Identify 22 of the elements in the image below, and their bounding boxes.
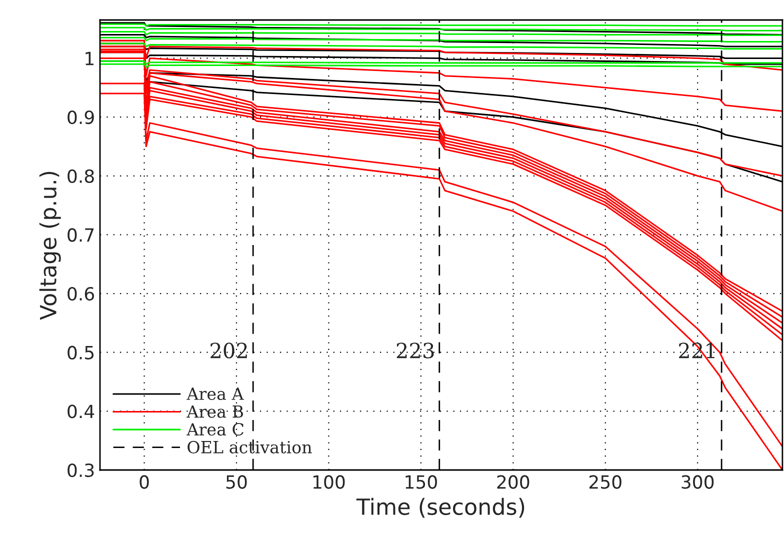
x-tick-label: 0 [140,475,149,489]
x-tick-label: 50 [226,475,247,489]
y-axis-title: Voltage (p.u.) [39,172,61,320]
x-tick-label: 200 [497,475,530,489]
annotation: 223 [396,342,434,358]
y-tick-label: 0.8 [68,169,94,183]
y-tick-label: 0.7 [68,228,94,242]
y-tick-label: 0.3 [68,463,94,478]
y-tick-label: 0.6 [68,286,94,301]
legend-label: Area B [186,405,243,418]
legend-label: Area C [186,423,244,436]
x-tick-label: 150 [406,475,437,489]
x-tick-label: 100 [313,475,345,489]
x-tick-label: 250 [589,475,622,489]
x-tick-label: 300 [682,475,714,489]
y-tick-label: 0.9 [68,110,94,124]
y-tick-label: 0.4 [68,404,94,418]
x-axis-title: Time (seconds) [356,498,524,518]
annotation: 202 [210,342,247,358]
y-tick-label: 0.5 [68,346,94,360]
legend-label: Area A [186,388,244,400]
y-tick-label: 1 [86,52,94,66]
